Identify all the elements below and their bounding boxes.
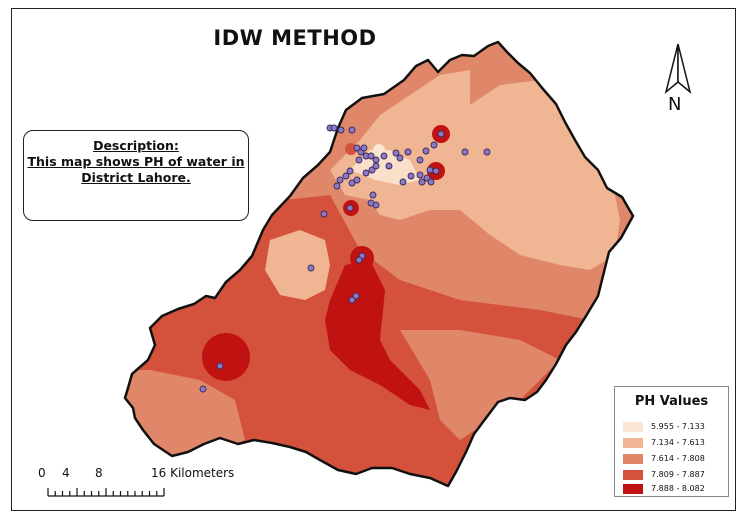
description-line-2: District Lahore. (81, 170, 191, 185)
legend-swatch (623, 454, 643, 464)
sample-point (426, 166, 434, 174)
sample-point (330, 124, 338, 132)
sample-point (396, 154, 404, 162)
sample-point (427, 178, 435, 186)
sample-point (422, 147, 430, 155)
map-title: IDW METHOD (213, 26, 377, 50)
sample-point (423, 174, 431, 182)
idw-surface (125, 42, 633, 486)
sample-point (380, 152, 388, 160)
scale-label-0: 0 (38, 466, 46, 480)
sample-point (355, 256, 363, 264)
scale-bar: 0 4 8 16 Kilometers (38, 466, 248, 500)
legend-swatch (623, 470, 643, 480)
sample-point (461, 148, 469, 156)
sample-point (216, 362, 224, 370)
sample-point (416, 156, 424, 164)
sample-point (430, 141, 438, 149)
description-line-1: This map shows PH of water in (27, 154, 245, 169)
sample-point (307, 264, 315, 272)
legend-swatch (623, 422, 643, 432)
sample-point (399, 178, 407, 186)
legend-label: 7.614 - 7.808 (651, 454, 705, 463)
sample-point (362, 169, 370, 177)
sample-point (432, 167, 440, 175)
sample-point (355, 156, 363, 164)
sample-point (346, 204, 354, 212)
north-label: N (668, 94, 682, 115)
description-heading: Description: (93, 138, 179, 153)
legend-title: PH Values (634, 394, 709, 409)
legend-label: 7.134 - 7.613 (651, 438, 705, 447)
description-box: Description: This map shows PH of water … (23, 130, 249, 221)
sample-point (348, 179, 356, 187)
sample-point (418, 178, 426, 186)
sample-point (360, 144, 368, 152)
legend-label: 7.809 - 7.887 (651, 470, 705, 479)
sample-point (367, 152, 375, 160)
sample-point (392, 149, 400, 157)
sample-point (348, 296, 356, 304)
sample-point (337, 126, 345, 134)
sample-point (353, 176, 361, 184)
legend-swatch (623, 438, 643, 448)
sample-point (372, 162, 380, 170)
sample-point (416, 171, 424, 179)
sample-point (385, 162, 393, 170)
sample-point (369, 191, 377, 199)
scale-label-4: 4 (62, 466, 70, 480)
legend-label: 5.955 - 7.133 (651, 422, 705, 431)
sample-point (333, 182, 341, 190)
sample-point (199, 385, 207, 393)
sample-point (404, 148, 412, 156)
sample-point (483, 148, 491, 156)
map-frame (11, 8, 736, 511)
sample-points (199, 124, 491, 393)
north-arrow-icon (664, 43, 692, 95)
sample-point (372, 156, 380, 164)
sample-point (320, 210, 328, 218)
sample-point (346, 167, 354, 175)
scale-bar-graphic (47, 488, 165, 497)
legend-swatch (623, 484, 643, 494)
legend-label: 7.888 - 8.082 (651, 484, 705, 493)
sample-point (367, 199, 375, 207)
sample-point (336, 176, 344, 184)
sample-point (352, 292, 360, 300)
scale-label-8: 8 (95, 466, 103, 480)
sample-point (348, 126, 356, 134)
sample-point (437, 130, 445, 138)
sample-point (342, 172, 350, 180)
sample-point (407, 172, 415, 180)
scale-label-16-km: 16 Kilometers (151, 466, 235, 480)
district-boundary (123, 40, 635, 488)
sample-point (353, 144, 361, 152)
legend: PH Values 5.955 - 7.133 7.134 - 7.613 7.… (614, 386, 729, 497)
sample-point (368, 166, 376, 174)
